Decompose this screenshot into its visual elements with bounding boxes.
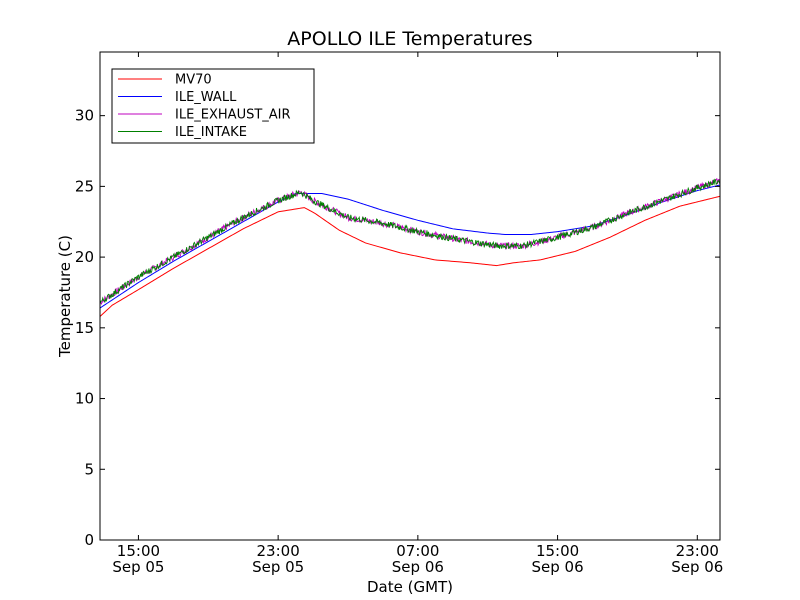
legend-label: ILE_EXHAUST_AIR [175,108,291,123]
legend-label: MV70 [175,73,212,88]
legend-label: ILE_INTAKE [175,125,247,140]
x-tick-label-time: 23:00 [676,542,719,560]
x-tick-label-date: Sep 06 [532,558,584,576]
y-tick-label: 5 [84,460,94,478]
legend-box [111,68,315,144]
x-tick-label-date: Sep 06 [671,558,723,576]
y-tick-label: 25 [75,177,94,195]
x-tick-label-time: 15:00 [117,542,160,560]
y-tick-label: 0 [84,531,94,549]
y-tick-label: 30 [75,107,94,125]
x-tick-label-time: 15:00 [536,542,579,560]
y-axis-title: Temperature (C) [56,235,74,358]
legend: MV70 ILE_WALL ILE_EXHAUST_AIR ILE_INTAKE [111,68,315,144]
x-tick-label-date: Sep 05 [112,558,164,576]
x-tick-label-date: Sep 05 [252,558,304,576]
series-line-mv70 [99,195,721,317]
plot-frame [99,51,721,541]
x-tick-label-time: 23:00 [257,542,300,560]
x-tick-label-time: 07:00 [396,542,439,560]
y-tick-label: 20 [75,248,94,266]
legend-label: ILE_WALL [175,90,237,105]
x-axis-title: Date (GMT) [367,578,453,596]
y-tick-label: 10 [75,390,94,408]
series-layer [99,178,721,317]
series-line-ile-intake [99,178,721,305]
chart-title: APOLLO ILE Temperatures [287,28,532,50]
x-tick-label-date: Sep 06 [392,558,444,576]
y-tick-label: 15 [75,319,94,337]
